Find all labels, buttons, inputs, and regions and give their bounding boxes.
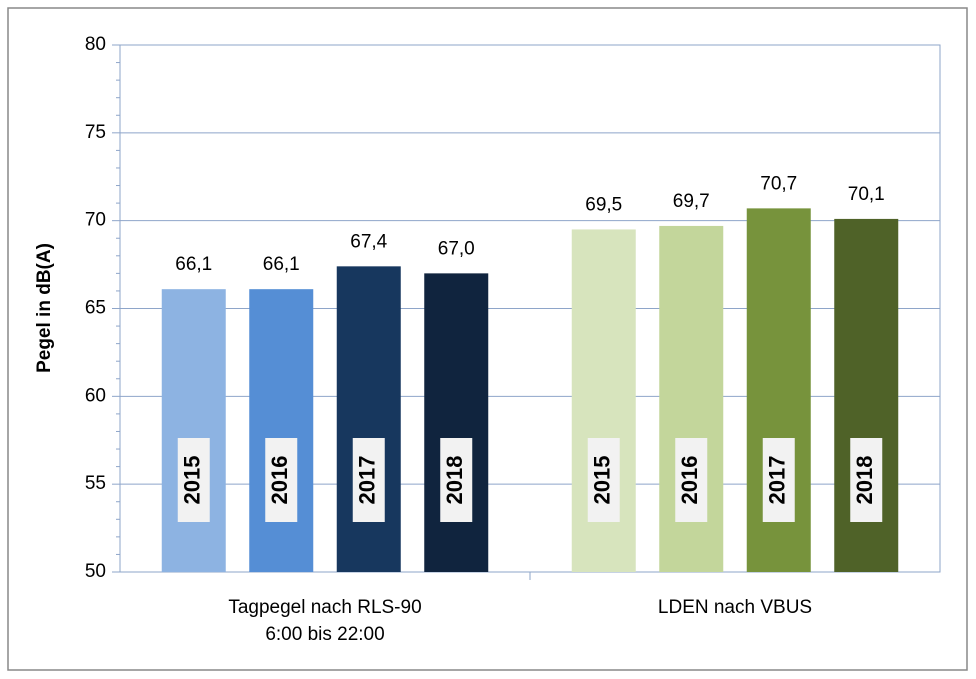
series-label-box [675,438,708,522]
data-label: 70,7 [760,173,797,194]
series-label-box [265,438,298,522]
series-label: 2016 [267,456,292,505]
series-label: 2015 [180,456,205,505]
y-tick-label: 70 [85,210,106,231]
data-label: 69,7 [673,191,710,212]
data-label: 67,4 [350,231,387,252]
series-label-box [850,438,883,522]
y-tick-label: 50 [85,561,106,582]
series-label: 2017 [355,456,380,505]
bar [336,266,401,572]
series-label: 2015 [590,456,615,505]
y-tick-label: 75 [85,122,106,143]
y-tick-label: 65 [85,298,106,319]
y-tick-label: 60 [85,385,106,406]
series-label: 2016 [677,456,702,505]
x-tick-label: Tagpegel nach RLS-90 6:00 bis 22:00 [228,597,422,645]
series-label-box [762,438,795,522]
series-label-box [177,438,210,522]
data-label: 69,5 [585,194,622,215]
data-label: 70,1 [848,184,885,205]
series-label-box [587,438,620,522]
series-label: 2017 [765,456,790,505]
y-tick-label: 55 [85,473,106,494]
bar [249,289,314,572]
series-label: 2018 [442,456,467,505]
bar [161,289,226,572]
data-label: 66,1 [175,254,212,275]
bar [424,273,489,572]
data-label: 67,0 [438,238,475,259]
y-axis-title: Pegel in dB(A) [34,243,55,373]
y-tick-label: 80 [85,34,106,55]
data-label: 66,1 [263,254,300,275]
series-label-box [352,438,385,522]
x-tick-label: LDEN nach VBUS [657,597,813,618]
series-label-box [440,438,473,522]
series-label: 2018 [852,456,877,505]
